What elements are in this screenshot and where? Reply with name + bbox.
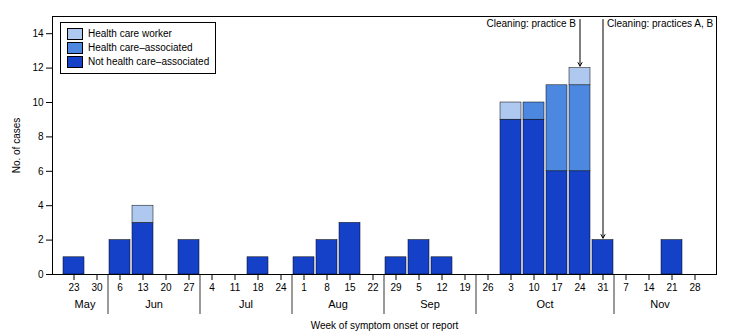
svg-text:May: May: [75, 298, 96, 310]
svg-text:30: 30: [91, 282, 103, 293]
svg-text:12: 12: [436, 282, 448, 293]
svg-text:31: 31: [597, 282, 609, 293]
svg-text:No. of cases: No. of cases: [11, 118, 22, 174]
svg-text:22: 22: [367, 282, 379, 293]
svg-text:4: 4: [38, 200, 44, 211]
svg-text:19: 19: [459, 282, 471, 293]
svg-text:3: 3: [508, 282, 514, 293]
svg-text:18: 18: [252, 282, 264, 293]
svg-text:Cleaning: practices A, B: Cleaning: practices A, B: [607, 18, 713, 29]
svg-text:29: 29: [390, 282, 402, 293]
svg-text:11: 11: [230, 282, 241, 293]
svg-text:10: 10: [32, 97, 44, 108]
svg-text:1: 1: [301, 282, 307, 293]
svg-text:Cleaning: practice B: Cleaning: practice B: [487, 18, 577, 29]
svg-text:5: 5: [416, 282, 422, 293]
svg-text:24: 24: [275, 282, 287, 293]
svg-text:13: 13: [137, 282, 149, 293]
svg-text:2: 2: [38, 234, 44, 245]
svg-text:24: 24: [574, 282, 586, 293]
svg-text:26: 26: [482, 282, 494, 293]
svg-text:Aug: Aug: [328, 298, 348, 310]
html-text:Health care worker: Health care worker: [88, 28, 172, 39]
html-text:Not health care–associated: Not health care–associated: [88, 56, 210, 67]
svg-text:14: 14: [643, 282, 655, 293]
html-text:Health care–associated: Health care–associated: [88, 42, 193, 53]
svg-text:Oct: Oct: [536, 298, 553, 310]
svg-text:10: 10: [528, 282, 540, 293]
svg-text:7: 7: [623, 282, 629, 293]
svg-text:Nov: Nov: [650, 298, 670, 310]
svg-text:4: 4: [209, 282, 215, 293]
svg-text:20: 20: [160, 282, 172, 293]
svg-text:0: 0: [38, 269, 44, 280]
svg-text:Jul: Jul: [239, 298, 253, 310]
svg-text:21: 21: [666, 282, 678, 293]
svg-text:14: 14: [32, 28, 44, 39]
svg-text:Sep: Sep: [420, 298, 440, 310]
svg-text:8: 8: [324, 282, 330, 293]
svg-text:6: 6: [38, 166, 44, 177]
svg-text:28: 28: [689, 282, 701, 293]
svg-text:15: 15: [344, 282, 356, 293]
svg-text:6: 6: [117, 282, 123, 293]
svg-text:8: 8: [38, 131, 44, 142]
svg-text:Week of symptom onset or repor: Week of symptom onset or report: [311, 320, 459, 331]
svg-text:23: 23: [68, 282, 80, 293]
svg-text:17: 17: [551, 282, 563, 293]
svg-text:12: 12: [32, 62, 44, 73]
svg-text:27: 27: [183, 282, 195, 293]
svg-text:Jun: Jun: [145, 298, 163, 310]
